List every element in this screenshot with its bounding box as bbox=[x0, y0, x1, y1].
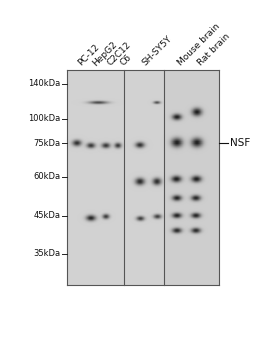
Bar bbox=[164, 70, 219, 285]
Text: 140kDa: 140kDa bbox=[29, 79, 61, 88]
Text: NSF: NSF bbox=[229, 138, 250, 148]
Bar bbox=[67, 70, 124, 285]
Text: 60kDa: 60kDa bbox=[34, 172, 61, 181]
Text: C6: C6 bbox=[118, 53, 133, 68]
Text: 75kDa: 75kDa bbox=[34, 139, 61, 148]
Bar bbox=[124, 70, 164, 285]
Text: SH-SY5Y: SH-SY5Y bbox=[140, 34, 173, 68]
Text: 35kDa: 35kDa bbox=[34, 249, 61, 258]
Text: HepG2: HepG2 bbox=[91, 40, 119, 68]
Text: Mouse brain: Mouse brain bbox=[176, 22, 222, 68]
Text: Rat brain: Rat brain bbox=[196, 32, 232, 68]
Text: 45kDa: 45kDa bbox=[34, 211, 61, 220]
Text: PC-12: PC-12 bbox=[76, 43, 101, 68]
Text: 100kDa: 100kDa bbox=[29, 114, 61, 123]
Text: C2C12: C2C12 bbox=[105, 40, 133, 68]
